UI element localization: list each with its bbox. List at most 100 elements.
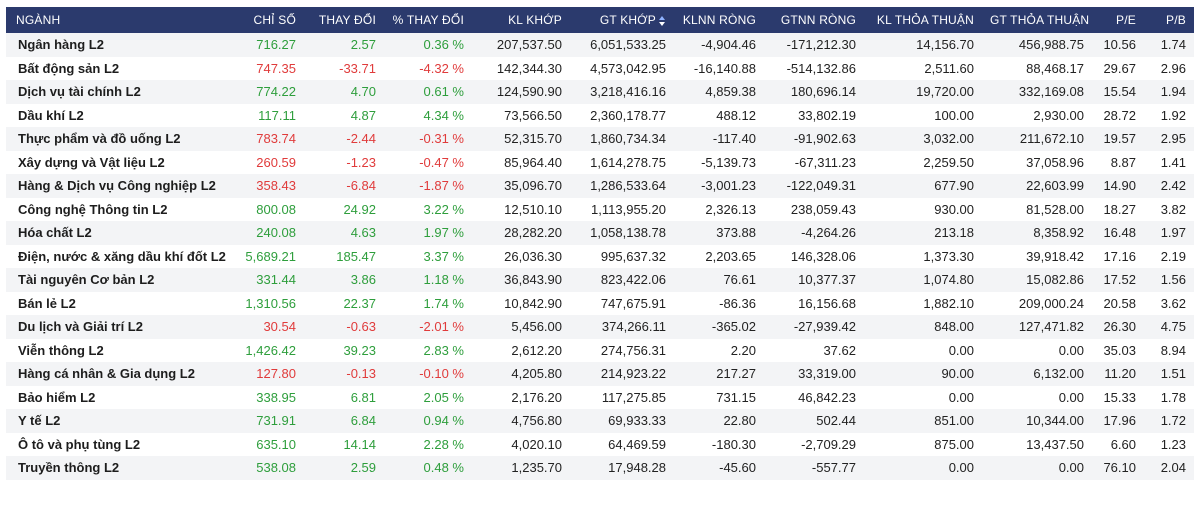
col-header-pct-change[interactable]: % THAY ĐỔI	[392, 13, 464, 27]
table-row[interactable]: Y tế L2 731.91 6.84 0.94 % 4,756.80 69,933.33…	[6, 409, 1194, 433]
sector-name[interactable]: Xây dựng và Vật liệu L2	[18, 154, 165, 170]
table-row[interactable]: Điện, nước & xăng dầu khí đốt L2 5,689.21…	[6, 244, 1194, 268]
matched-value: 4,573,042.95	[590, 60, 666, 76]
sector-name[interactable]: Viễn thông L2	[18, 342, 104, 358]
sector-name[interactable]: Truyền thông L2	[18, 460, 120, 476]
table-row[interactable]: Công nghệ Thông tin L2 800.08 24.92 3.22 % 1…	[6, 197, 1194, 221]
col-header-foreign-net-volume[interactable]: KLNN RÒNG	[682, 13, 756, 27]
matched-value: 17,948.28	[608, 460, 666, 476]
col-header-matched-volume[interactable]: KL KHỚP	[508, 13, 562, 27]
table-row[interactable]: Viễn thông L2 1,426.42 39.23 2.83 % 2,612.20…	[6, 338, 1194, 362]
col-header-deal-value[interactable]: GT THỎA THUẬN	[990, 13, 1090, 27]
pe-ratio: 15.33	[1103, 389, 1136, 405]
sector-name[interactable]: Công nghệ Thông tin L2	[18, 201, 168, 217]
sector-name[interactable]: Bảo hiểm L2	[18, 389, 96, 405]
table-row[interactable]: Dầu khí L2 117.11 4.87 4.34 % 73,566.50 2,360…	[6, 103, 1194, 127]
index-value: 338.95	[256, 389, 296, 405]
change-value: -6.84	[346, 178, 376, 194]
col-header-sector[interactable]: NGÀNH	[16, 13, 61, 27]
deal-value: 15,082.86	[1026, 272, 1084, 288]
pb-ratio: 1.92	[1160, 107, 1186, 123]
index-value: 800.08	[256, 201, 296, 217]
col-header-foreign-net-value[interactable]: GTNN RÒNG	[780, 13, 856, 27]
sector-name[interactable]: Y tế L2	[18, 413, 61, 429]
pb-ratio: 1.74	[1160, 37, 1186, 53]
change-value: 4.87	[350, 107, 376, 123]
pe-ratio: 17.16	[1103, 248, 1136, 264]
change-value: 4.70	[350, 84, 376, 100]
sector-name[interactable]: Hàng & Dịch vụ Công nghiệp L2	[18, 178, 216, 194]
col-header-pb[interactable]: P/B	[1166, 13, 1186, 27]
table-row[interactable]: Tài nguyên Cơ bản L2 331.44 3.86 1.18 % 36,8…	[6, 268, 1194, 292]
pe-ratio: 20.58	[1103, 295, 1136, 311]
foreign-net-volume: -365.02	[711, 319, 756, 335]
deal-volume: 213.18	[934, 225, 974, 241]
col-header-index[interactable]: CHỈ SỐ	[253, 13, 296, 27]
index-value: 783.74	[256, 131, 296, 147]
deal-value: 10,344.00	[1026, 413, 1084, 429]
foreign-net-value: 10,377.37	[798, 272, 856, 288]
foreign-net-volume: -3,001.23	[701, 178, 756, 194]
pct-change-value: 2.28 %	[423, 436, 464, 452]
deal-value: 209,000.24	[1018, 295, 1084, 311]
index-value: 731.91	[256, 413, 296, 429]
foreign-net-value: -27,939.42	[793, 319, 856, 335]
col-header-deal-volume[interactable]: KL THỎA THUẬN	[876, 13, 974, 27]
sector-name[interactable]: Tài nguyên Cơ bản L2	[18, 272, 155, 288]
table-row[interactable]: Bất động sản L2 747.35 -33.71 -4.32 % 142,34…	[6, 56, 1194, 80]
pb-ratio: 2.95	[1160, 131, 1186, 147]
table-row[interactable]: Hàng cá nhân & Gia dụng L2 127.80 -0.13 -0.…	[6, 362, 1194, 386]
pe-ratio: 19.57	[1103, 131, 1136, 147]
deal-volume: 2,259.50	[923, 154, 974, 170]
change-value: 2.57	[350, 37, 376, 53]
col-header-matched-value[interactable]: GT KHỚP	[570, 7, 674, 33]
sector-name[interactable]: Điện, nước & xăng dầu khí đốt L2	[18, 248, 226, 264]
sector-name[interactable]: Ngân hàng L2	[18, 37, 104, 53]
sector-name[interactable]: Ô tô và phụ tùng L2	[18, 436, 141, 452]
sector-name[interactable]: Hóa chất L2	[18, 225, 92, 241]
table-row[interactable]: Bảo hiểm L2 338.95 6.81 2.05 % 2,176.20 117,2…	[6, 385, 1194, 409]
table-row[interactable]: Thực phẩm và đồ uống L2 783.74 -2.44 -0.31 …	[6, 127, 1194, 151]
sector-name[interactable]: Dịch vụ tài chính L2	[18, 84, 141, 100]
foreign-net-value: -557.77	[811, 460, 856, 476]
matched-value: 64,469.59	[608, 436, 666, 452]
sector-name[interactable]: Dầu khí L2	[18, 107, 84, 123]
sector-name[interactable]: Bất động sản L2	[18, 60, 120, 76]
sort-icon[interactable]	[659, 15, 666, 26]
matched-volume: 26,036.30	[504, 248, 562, 264]
pe-ratio: 8.87	[1110, 154, 1136, 170]
matched-value: 747,675.91	[600, 295, 666, 311]
foreign-net-volume: -180.30	[711, 436, 756, 452]
pe-ratio: 16.48	[1103, 225, 1136, 241]
sector-name[interactable]: Thực phẩm và đồ uống L2	[18, 131, 181, 147]
foreign-net-value: -122,049.31	[786, 178, 856, 194]
deal-volume: 0.00	[948, 460, 974, 476]
sector-name[interactable]: Hàng cá nhân & Gia dụng L2	[18, 366, 195, 382]
table-row[interactable]: Hóa chất L2 240.08 4.63 1.97 % 28,282.20 1,05…	[6, 221, 1194, 245]
pb-ratio: 2.96	[1160, 60, 1186, 76]
table-row[interactable]: Ô tô và phụ tùng L2 635.10 14.14 2.28 % 4,02…	[6, 432, 1194, 456]
table-row[interactable]: Du lịch và Giải trí L2 30.54 -0.63 -2.01 % 5…	[6, 315, 1194, 339]
table-row[interactable]: Truyền thông L2 538.08 2.59 0.48 % 1,235.70 1…	[6, 456, 1194, 480]
sector-name[interactable]: Bán lẻ L2	[18, 295, 76, 311]
table-row[interactable]: Dịch vụ tài chính L2 774.22 4.70 0.61 % 124,…	[6, 80, 1194, 104]
foreign-net-volume: 2,326.13	[705, 201, 756, 217]
foreign-net-value: -91,902.63	[793, 131, 856, 147]
pct-change-value: 0.61 %	[423, 84, 464, 100]
foreign-net-volume: 2.20	[730, 342, 756, 358]
pb-ratio: 1.56	[1160, 272, 1186, 288]
col-header-pe[interactable]: P/E	[1116, 13, 1136, 27]
pct-change-value: -0.31 %	[419, 131, 464, 147]
col-header-change[interactable]: THAY ĐỔI	[318, 13, 376, 27]
table-row[interactable]: Xây dựng và Vật liệu L2 260.59 -1.23 -0.47 …	[6, 150, 1194, 174]
sector-name[interactable]: Du lịch và Giải trí L2	[18, 319, 143, 335]
table-row[interactable]: Hàng & Dịch vụ Công nghiệp L2 358.43 -6.84…	[6, 174, 1194, 198]
foreign-net-volume: -86.36	[719, 295, 756, 311]
matched-volume: 207,537.50	[496, 37, 562, 53]
pb-ratio: 3.62	[1160, 295, 1186, 311]
pe-ratio: 35.03	[1103, 342, 1136, 358]
table-row[interactable]: Bán lẻ L2 1,310.56 22.37 1.74 % 10,842.90 747…	[6, 291, 1194, 315]
table-row[interactable]: Ngân hàng L2 716.27 2.57 0.36 % 207,537.50 6,…	[6, 33, 1194, 57]
change-value: -0.63	[346, 319, 376, 335]
matched-value: 2,360,178.77	[590, 107, 666, 123]
